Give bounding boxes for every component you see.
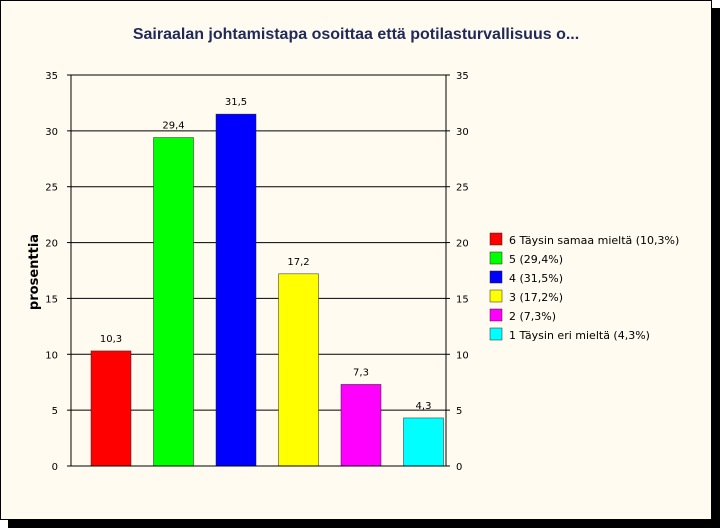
tick-labels: 0 0 5 5 10 10 15 15 20 20 25 25 30 30 35 35	[45, 71, 468, 473]
bar-chart: Sairaalan johtamistapa osoittaa että pot…	[27, 26, 679, 473]
legend-swatch	[489, 289, 503, 303]
data-label: 10,3	[100, 334, 122, 345]
axes	[67, 74, 450, 467]
y-axis-label: prosenttia	[27, 234, 42, 310]
data-label: 31,5	[225, 97, 247, 108]
data-label: 17,2	[287, 257, 309, 268]
legend-entry: 6 Täysin samaa mieltä (10,3%)	[509, 234, 679, 247]
data-label: 7,3	[353, 367, 369, 378]
y2-tick-label: 20	[456, 239, 469, 250]
y2-tick-label: 25	[456, 183, 469, 194]
legend-swatch	[489, 232, 503, 246]
y-tick-label: 20	[45, 239, 58, 250]
legend-entry: 2 (7,3%)	[509, 310, 556, 323]
y-tick-label: 5	[52, 406, 58, 417]
bar	[153, 137, 194, 467]
chart-frame: Sairaalan johtamistapa osoittaa että pot…	[0, 0, 712, 520]
y-tick-label: 10	[45, 350, 58, 361]
legend-swatch	[489, 270, 503, 284]
legend: 6 Täysin samaa mieltä (10,3%) 5 (29,4%) 4 …	[489, 232, 679, 342]
bars	[90, 113, 444, 467]
y-tick-label: 15	[45, 294, 58, 305]
y2-tick-label: 15	[456, 294, 469, 305]
bar	[90, 350, 132, 467]
bar	[278, 273, 319, 467]
y-tick-label: 25	[45, 183, 58, 194]
y-tick-label: 35	[45, 71, 58, 82]
y2-tick-label: 35	[456, 71, 469, 82]
frame-shadow-right	[712, 8, 720, 528]
chart-title: Sairaalan johtamistapa osoittaa että pot…	[133, 26, 579, 43]
legend-entry: 5 (29,4%)	[509, 253, 563, 266]
y2-tick-label: 0	[456, 462, 462, 473]
y-tick-label: 30	[45, 127, 58, 138]
bar	[215, 113, 257, 467]
bar	[340, 384, 382, 467]
bar	[403, 417, 444, 467]
data-label: 4,3	[416, 401, 432, 412]
data-label: 29,4	[162, 121, 184, 132]
legend-entry: 4 (31,5%)	[509, 272, 563, 285]
legend-entry: 3 (17,2%)	[509, 291, 563, 304]
legend-swatch	[489, 327, 503, 341]
y2-tick-label: 10	[456, 350, 469, 361]
y2-tick-label: 5	[456, 406, 462, 417]
data-labels: 10,3 29,4 31,5 17,2 7,3 4,3	[100, 97, 432, 412]
legend-swatch	[489, 251, 503, 265]
legend-swatch	[489, 308, 503, 322]
frame-shadow-bottom	[8, 520, 720, 528]
y2-tick-label: 30	[456, 127, 469, 138]
gridlines	[71, 74, 446, 411]
legend-entry: 1 Täysin eri mieltä (4,3%)	[509, 329, 650, 342]
y-tick-label: 0	[52, 462, 58, 473]
